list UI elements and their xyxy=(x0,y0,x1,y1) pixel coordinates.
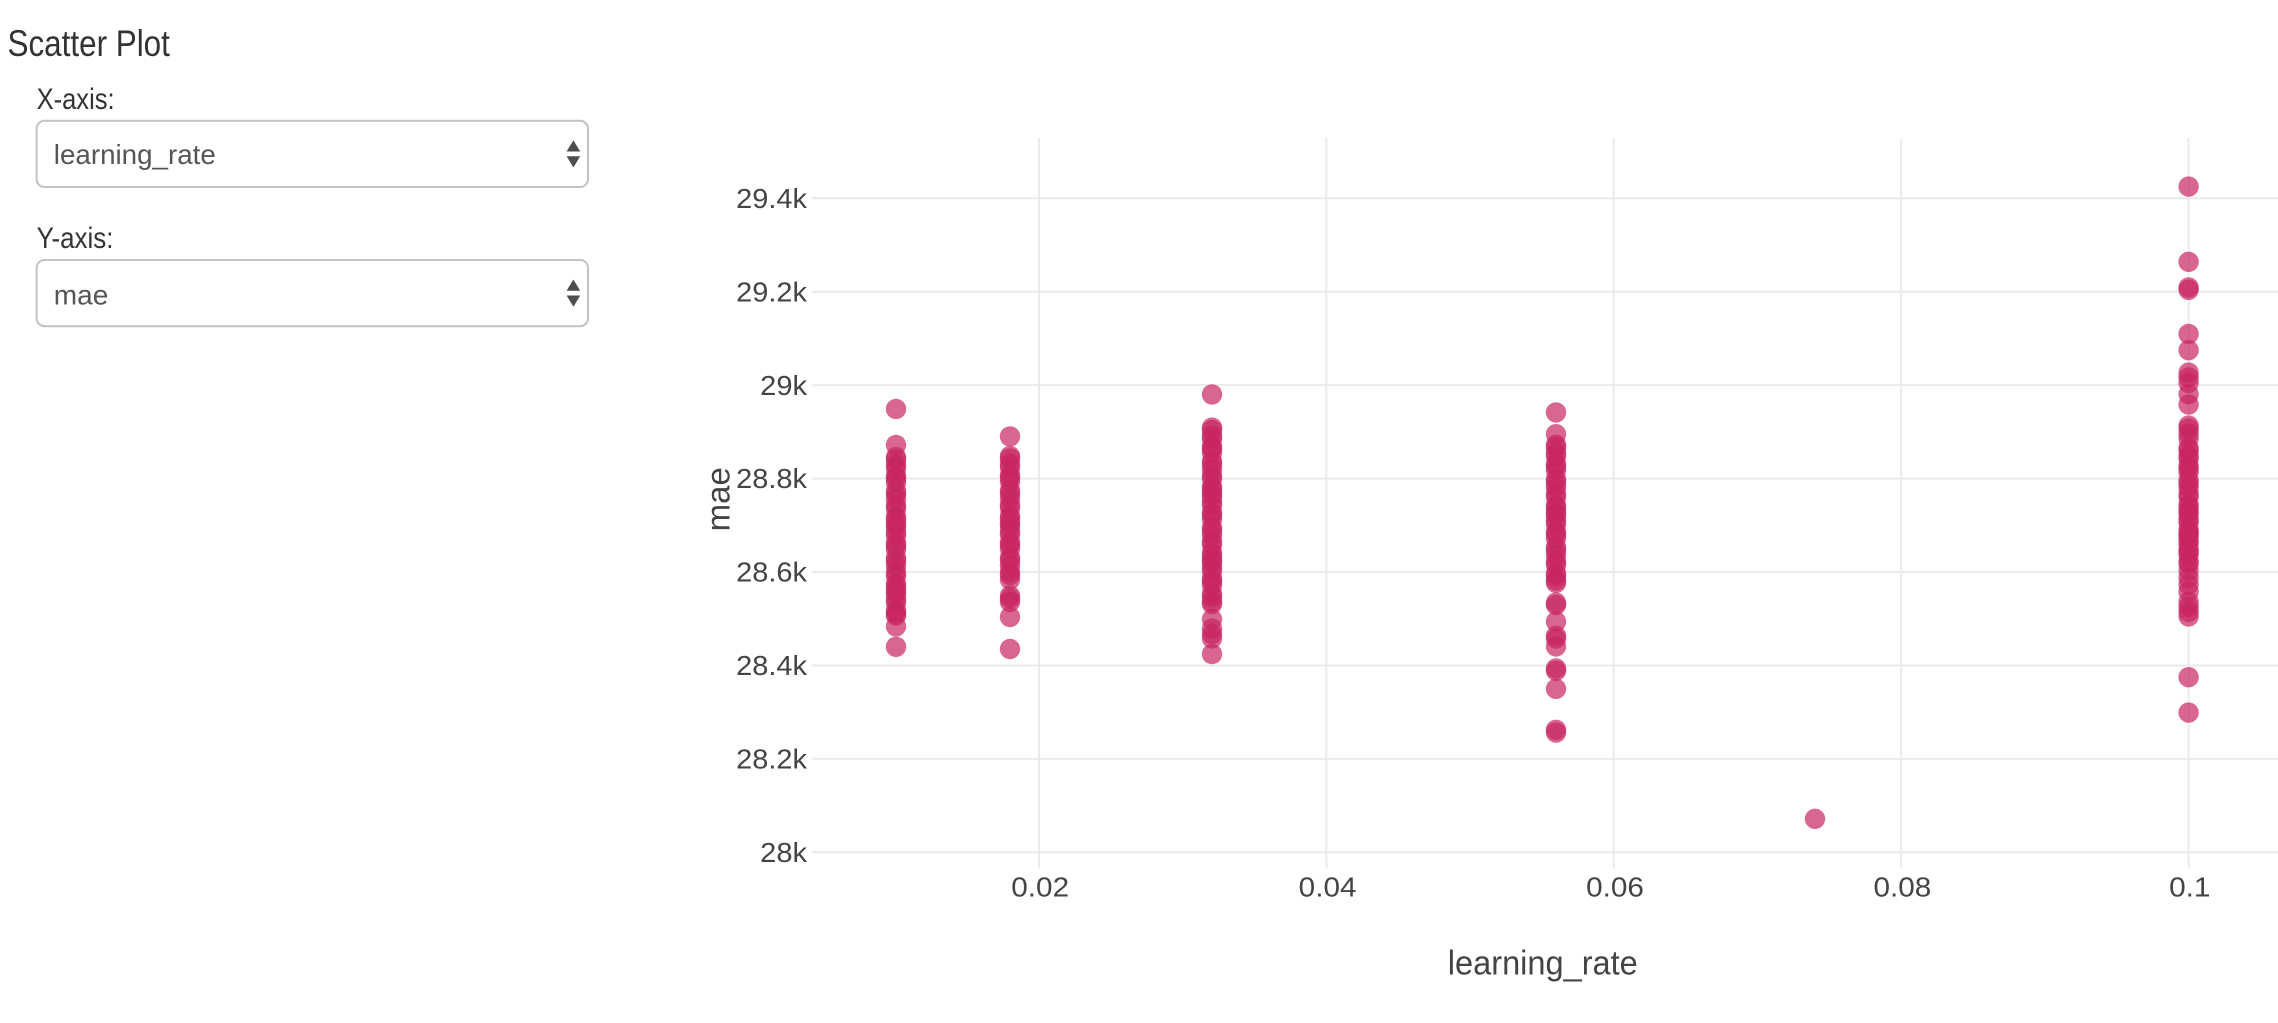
svg-text:mae: mae xyxy=(700,467,737,531)
svg-text:28.6k: 28.6k xyxy=(736,557,808,588)
svg-text:0.06: 0.06 xyxy=(1586,871,1644,902)
svg-text:0.1: 0.1 xyxy=(2169,871,2210,902)
svg-text:29k: 29k xyxy=(760,370,808,401)
svg-text:29.2k: 29.2k xyxy=(736,276,808,307)
svg-text:28k: 28k xyxy=(760,837,808,868)
svg-text:learning_rate: learning_rate xyxy=(1448,945,1638,983)
svg-text:0.04: 0.04 xyxy=(1299,871,1357,902)
svg-text:learning_rate: learning_rate xyxy=(54,139,216,170)
svg-text:mae: mae xyxy=(54,279,108,310)
svg-text:Scatter Plot: Scatter Plot xyxy=(8,23,171,64)
svg-text:0.02: 0.02 xyxy=(1011,871,1069,902)
svg-text:X-axis:: X-axis: xyxy=(37,83,115,116)
svg-text:28.2k: 28.2k xyxy=(736,743,808,774)
svg-text:28.8k: 28.8k xyxy=(736,463,808,494)
svg-text:28.4k: 28.4k xyxy=(736,650,808,681)
svg-text:29.4k: 29.4k xyxy=(736,183,808,214)
svg-text:Y-axis:: Y-axis: xyxy=(37,222,114,255)
svg-text:0.08: 0.08 xyxy=(1874,871,1932,902)
